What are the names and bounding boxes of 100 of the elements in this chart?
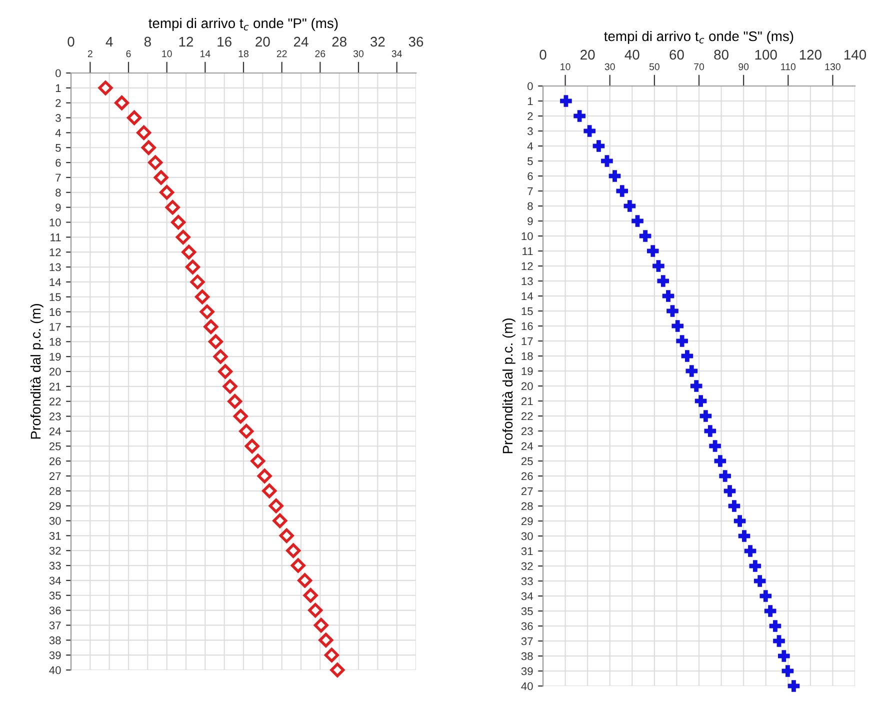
x2-tick-label: 10 — [162, 50, 172, 58]
y-tick-label: 7 — [56, 174, 61, 182]
y-tick-label: 14 — [50, 278, 61, 286]
y-tick-label: 16 — [50, 308, 61, 316]
x2-tick-label: 30 — [353, 50, 364, 58]
y-tick-label: 17 — [522, 337, 533, 346]
point — [646, 245, 659, 257]
y-tick-label: 19 — [522, 367, 533, 376]
x-tick-label: 24 — [294, 36, 308, 47]
y-tick-label: 14 — [522, 292, 533, 300]
point — [182, 244, 196, 260]
x2-tick-label: 30 — [604, 63, 615, 70]
y-tick-label: 28 — [521, 502, 533, 510]
y-axis-title: Profondità dal p.c. (m) — [30, 304, 44, 439]
y-tick-label: 33 — [521, 577, 533, 586]
y-tick-label: 40 — [521, 682, 533, 690]
point — [782, 665, 794, 677]
point — [652, 260, 664, 272]
point — [239, 424, 254, 438]
y-tick-label: 28 — [49, 487, 61, 496]
y-tick-label: 24 — [49, 427, 61, 436]
point — [268, 498, 284, 514]
y-tick-label: 6 — [528, 172, 533, 180]
point — [314, 618, 328, 633]
point — [136, 125, 152, 140]
point — [98, 80, 113, 96]
y-tick-label: 35 — [521, 607, 533, 616]
x2-tick-label: 2 — [88, 50, 92, 58]
x-tick-label: 8 — [144, 36, 151, 47]
point — [704, 425, 716, 437]
x2-tick-label: 34 — [392, 50, 402, 58]
point — [744, 545, 756, 557]
y-tick-label: 10 — [522, 232, 533, 240]
point — [160, 185, 174, 200]
x2-tick-label: 130 — [825, 63, 840, 70]
x2-tick-label: 14 — [200, 50, 210, 58]
y-tick-label: 7 — [528, 187, 533, 196]
x-tick-label: 20 — [256, 36, 270, 47]
y-tick-label: 35 — [49, 592, 61, 600]
y-tick-label: 20 — [49, 368, 61, 376]
point — [114, 96, 130, 110]
point — [676, 335, 688, 347]
y-tick-label: 19 — [50, 352, 61, 361]
point — [694, 395, 707, 407]
y-tick-label: 8 — [56, 188, 61, 197]
point — [272, 513, 288, 528]
x-tick-label: 4 — [106, 36, 113, 47]
x-tick-label: 120 — [800, 50, 822, 60]
y-tick-label: 4 — [527, 142, 533, 150]
point — [773, 635, 785, 647]
point — [204, 319, 218, 334]
y-tick-label: 8 — [528, 202, 533, 210]
y-tick-label: 32 — [49, 546, 61, 555]
y-tick-label: 25 — [521, 457, 533, 466]
point — [222, 379, 238, 394]
y-tick-label: 31 — [49, 532, 61, 540]
y-tick-label: 23 — [521, 427, 533, 436]
point — [171, 214, 186, 230]
point — [148, 155, 163, 170]
x2-tick-label: 18 — [238, 50, 248, 58]
point — [213, 349, 228, 364]
x-tick-label: 140 — [844, 50, 866, 60]
y-tick-label: 34 — [49, 576, 61, 585]
point — [734, 515, 746, 527]
point — [208, 334, 223, 349]
point — [764, 605, 776, 617]
y-tick-label: 39 — [49, 651, 61, 660]
y-tick-label: 37 — [521, 637, 533, 646]
y-tick-label: 11 — [522, 247, 533, 256]
point — [686, 365, 698, 377]
x-axis-title: tempi di arrivo t$_{c}$ onde "S" (ms) — [604, 30, 794, 44]
y-tick-label: 26 — [49, 457, 61, 466]
y-tick-label: 26 — [521, 472, 533, 480]
point — [601, 155, 613, 167]
point — [262, 484, 277, 498]
y-tick-label: 29 — [49, 502, 61, 510]
point — [298, 573, 312, 588]
point — [195, 290, 210, 304]
y-tick-label: 1 — [56, 84, 61, 92]
y-tick-label: 30 — [521, 532, 533, 540]
point — [244, 438, 260, 454]
point — [608, 170, 621, 182]
y-tick-label: 9 — [528, 217, 533, 226]
point — [308, 603, 323, 618]
y-tick-label: 12 — [50, 248, 61, 256]
y-tick-label: 23 — [49, 412, 61, 420]
y-tick-label: 2 — [528, 112, 533, 120]
x2-tick-label: 22 — [276, 50, 287, 58]
y-tick-label: 16 — [522, 322, 533, 330]
point — [681, 350, 694, 362]
point — [616, 185, 628, 197]
point — [639, 230, 652, 242]
point — [154, 170, 168, 185]
y-tick-label: 27 — [521, 487, 533, 496]
point — [724, 485, 736, 497]
point — [303, 588, 318, 603]
y-tick-label: 36 — [49, 606, 61, 614]
point — [330, 662, 345, 678]
point — [632, 215, 644, 227]
y-tick-label: 9 — [56, 204, 61, 212]
